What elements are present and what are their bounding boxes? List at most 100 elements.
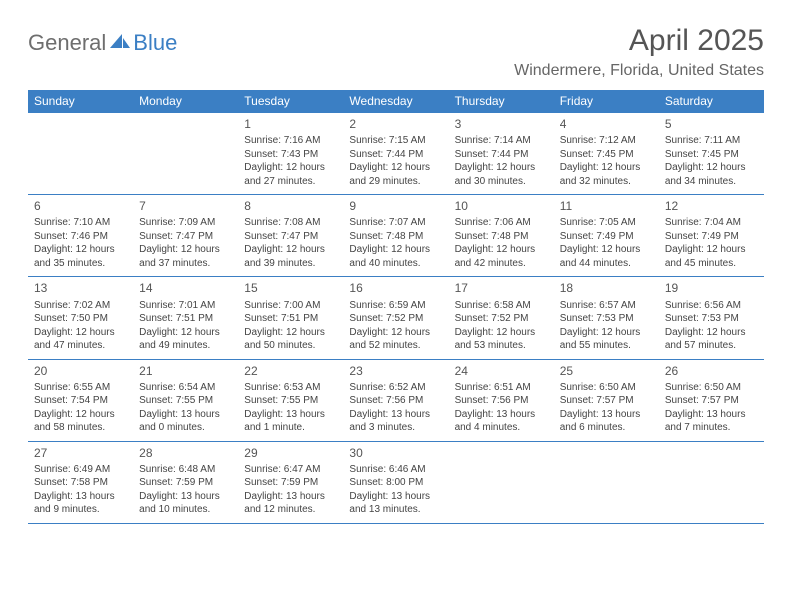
sunrise-text: Sunrise: 6:46 AM [349,463,442,477]
sunset-text: Sunset: 7:54 PM [34,394,127,408]
calendar-cell [659,441,764,523]
sunrise-text: Sunrise: 7:02 AM [34,299,127,313]
sunrise-text: Sunrise: 6:50 AM [665,381,758,395]
daylight-text: Daylight: 12 hours and 52 minutes. [349,326,442,353]
day-number: 12 [665,198,758,214]
sunrise-text: Sunrise: 6:48 AM [139,463,232,477]
day-number: 10 [455,198,548,214]
sunset-text: Sunset: 7:51 PM [139,312,232,326]
day-number: 19 [665,280,758,296]
day-number: 30 [349,445,442,461]
calendar-cell: 26Sunrise: 6:50 AMSunset: 7:57 PMDayligh… [659,359,764,441]
day-number: 7 [139,198,232,214]
sunrise-text: Sunrise: 7:16 AM [244,134,337,148]
daylight-text: Daylight: 13 hours and 13 minutes. [349,490,442,517]
daylight-text: Daylight: 12 hours and 50 minutes. [244,326,337,353]
day-number: 26 [665,363,758,379]
daylight-text: Daylight: 12 hours and 57 minutes. [665,326,758,353]
day-number: 1 [244,116,337,132]
day-number: 23 [349,363,442,379]
sunset-text: Sunset: 7:46 PM [34,230,127,244]
calendar-cell: 15Sunrise: 7:00 AMSunset: 7:51 PMDayligh… [238,277,343,359]
calendar-cell: 18Sunrise: 6:57 AMSunset: 7:53 PMDayligh… [554,277,659,359]
daylight-text: Daylight: 12 hours and 27 minutes. [244,161,337,188]
day-number: 22 [244,363,337,379]
daylight-text: Daylight: 13 hours and 4 minutes. [455,408,548,435]
day-number: 20 [34,363,127,379]
day-number: 9 [349,198,442,214]
day-number: 17 [455,280,548,296]
sunset-text: Sunset: 7:49 PM [665,230,758,244]
day-number: 8 [244,198,337,214]
calendar-cell: 1 Sunrise: 7:16 AMSunset: 7:43 PMDaylight… [238,113,343,195]
sunrise-text: Sunrise: 6:59 AM [349,299,442,313]
daylight-text: Daylight: 12 hours and 37 minutes. [139,243,232,270]
daylight-text: Daylight: 12 hours and 29 minutes. [349,161,442,188]
sunrise-text: Sunrise: 7:07 AM [349,216,442,230]
daylight-text: Daylight: 13 hours and 0 minutes. [139,408,232,435]
calendar-cell: 30Sunrise: 6:46 AMSunset: 8:00 PMDayligh… [343,441,448,523]
sunrise-text: Sunrise: 7:15 AM [349,134,442,148]
daylight-text: Daylight: 12 hours and 47 minutes. [34,326,127,353]
calendar-table: Sunday Monday Tuesday Wednesday Thursday… [28,90,764,524]
sunset-text: Sunset: 7:51 PM [244,312,337,326]
calendar-cell: 8Sunrise: 7:08 AMSunset: 7:47 PMDaylight… [238,195,343,277]
sunset-text: Sunset: 7:44 PM [455,148,548,162]
sunrise-text: Sunrise: 6:53 AM [244,381,337,395]
sunrise-text: Sunrise: 6:54 AM [139,381,232,395]
sunrise-text: Sunrise: 6:51 AM [455,381,548,395]
sunset-text: Sunset: 7:58 PM [34,476,127,490]
sunrise-text: Sunrise: 7:01 AM [139,299,232,313]
location-label: Windermere, Florida, United States [514,62,764,80]
calendar-cell: 24Sunrise: 6:51 AMSunset: 7:56 PMDayligh… [449,359,554,441]
calendar-cell: 28Sunrise: 6:48 AMSunset: 7:59 PMDayligh… [133,441,238,523]
sunset-text: Sunset: 7:59 PM [139,476,232,490]
sunrise-text: Sunrise: 7:10 AM [34,216,127,230]
day-number: 2 [349,116,442,132]
sunrise-text: Sunrise: 7:14 AM [455,134,548,148]
calendar-row: 27Sunrise: 6:49 AMSunset: 7:58 PMDayligh… [28,441,764,523]
daylight-text: Daylight: 12 hours and 58 minutes. [34,408,127,435]
daylight-text: Daylight: 12 hours and 32 minutes. [560,161,653,188]
calendar-cell: 29Sunrise: 6:47 AMSunset: 7:59 PMDayligh… [238,441,343,523]
title-block: April 2025 Windermere, Florida, United S… [514,24,764,80]
month-title: April 2025 [514,24,764,58]
calendar-cell: 12Sunrise: 7:04 AMSunset: 7:49 PMDayligh… [659,195,764,277]
sunrise-text: Sunrise: 6:58 AM [455,299,548,313]
sunset-text: Sunset: 7:52 PM [455,312,548,326]
calendar-cell: 14Sunrise: 7:01 AMSunset: 7:51 PMDayligh… [133,277,238,359]
calendar-cell [28,113,133,195]
daylight-text: Daylight: 12 hours and 40 minutes. [349,243,442,270]
sunrise-text: Sunrise: 6:55 AM [34,381,127,395]
sunset-text: Sunset: 7:48 PM [455,230,548,244]
calendar-cell: 10Sunrise: 7:06 AMSunset: 7:48 PMDayligh… [449,195,554,277]
daylight-text: Daylight: 12 hours and 34 minutes. [665,161,758,188]
sunrise-text: Sunrise: 7:05 AM [560,216,653,230]
calendar-cell: 5Sunrise: 7:11 AMSunset: 7:45 PMDaylight… [659,113,764,195]
sunrise-text: Sunrise: 6:56 AM [665,299,758,313]
sunset-text: Sunset: 7:55 PM [244,394,337,408]
day-number: 5 [665,116,758,132]
sunset-text: Sunset: 7:45 PM [560,148,653,162]
daylight-text: Daylight: 13 hours and 1 minute. [244,408,337,435]
day-number: 4 [560,116,653,132]
sunset-text: Sunset: 7:47 PM [139,230,232,244]
logo-sail-icon [110,32,130,55]
calendar-cell: 23Sunrise: 6:52 AMSunset: 7:56 PMDayligh… [343,359,448,441]
sunset-text: Sunset: 7:47 PM [244,230,337,244]
sunrise-text: Sunrise: 7:04 AM [665,216,758,230]
header: General Blue April 2025 Windermere, Flor… [28,24,764,80]
daylight-text: Daylight: 12 hours and 53 minutes. [455,326,548,353]
sunset-text: Sunset: 7:43 PM [244,148,337,162]
sunset-text: Sunset: 7:48 PM [349,230,442,244]
day-number: 29 [244,445,337,461]
sunrise-text: Sunrise: 7:11 AM [665,134,758,148]
daylight-text: Daylight: 12 hours and 55 minutes. [560,326,653,353]
calendar-cell [449,441,554,523]
sunset-text: Sunset: 7:57 PM [560,394,653,408]
weekday-monday: Monday [133,90,238,113]
calendar-cell: 6Sunrise: 7:10 AMSunset: 7:46 PMDaylight… [28,195,133,277]
sunrise-text: Sunrise: 6:52 AM [349,381,442,395]
sunrise-text: Sunrise: 7:06 AM [455,216,548,230]
sunset-text: Sunset: 7:53 PM [665,312,758,326]
